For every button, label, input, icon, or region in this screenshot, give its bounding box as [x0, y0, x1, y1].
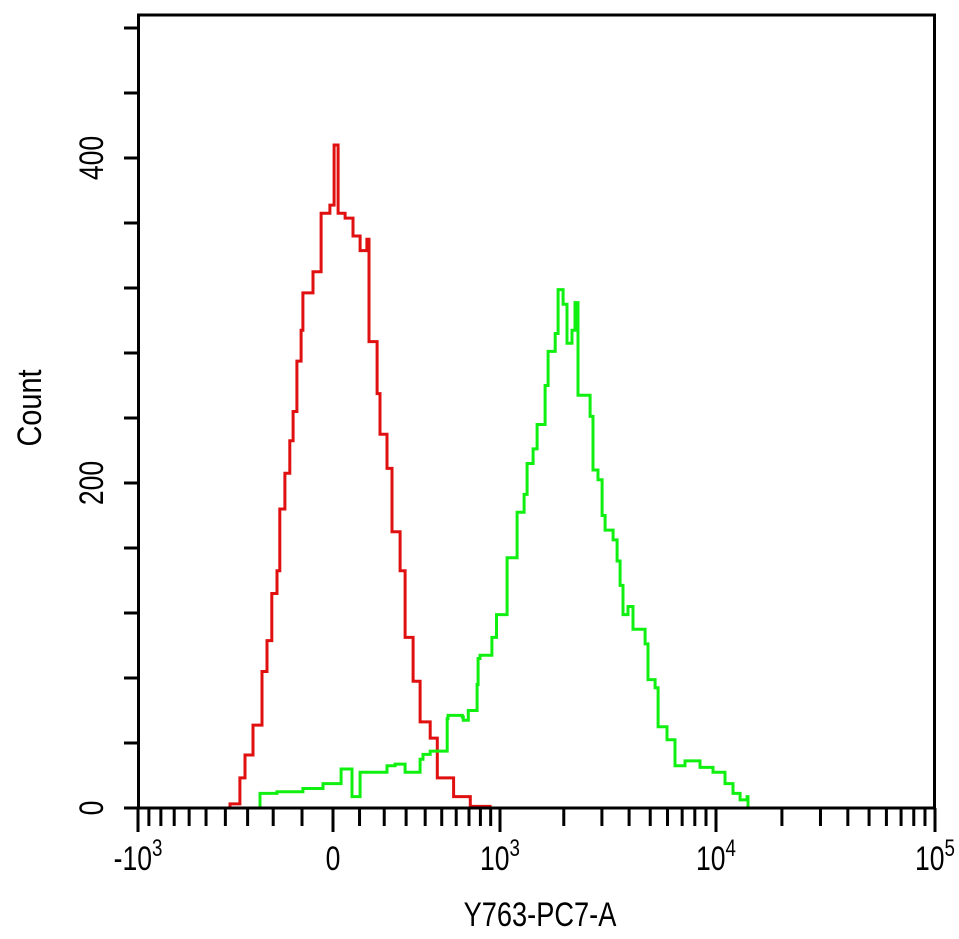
x-tick-label-base: 10 [696, 840, 726, 878]
y-tick-label: 400 [73, 135, 111, 181]
x-tick-label-exponent: 3 [509, 835, 520, 862]
x-tick-label-base: 10 [480, 840, 510, 878]
x-tick-label: 0 [326, 842, 341, 876]
x-tick-label: 104 [696, 837, 736, 878]
x-tick-label-exponent: 4 [725, 835, 736, 862]
series-stained-line [206, 288, 750, 810]
x-tick-label-base: -10 [113, 840, 152, 878]
plot-frame [137, 13, 936, 810]
y-tick-label: 0 [73, 800, 111, 816]
axis-ticks [124, 26, 937, 832]
y-tick-label: 200 [73, 460, 111, 506]
x-tick-label: -103 [113, 837, 163, 878]
series-control-line [206, 143, 492, 810]
x-tick-label-exponent: 5 [944, 835, 955, 862]
histogram-curves [206, 143, 750, 810]
x-tick-label-exponent: 3 [151, 835, 163, 862]
y-axis-title: Count [11, 369, 49, 447]
x-tick-label-base: 0 [325, 840, 341, 878]
x-axis-title: Y763-PC7-A [463, 896, 617, 934]
x-tick-label: 105 [915, 837, 955, 878]
x-tick-label-base: 10 [915, 840, 945, 878]
x-tick-label: 103 [480, 837, 520, 878]
